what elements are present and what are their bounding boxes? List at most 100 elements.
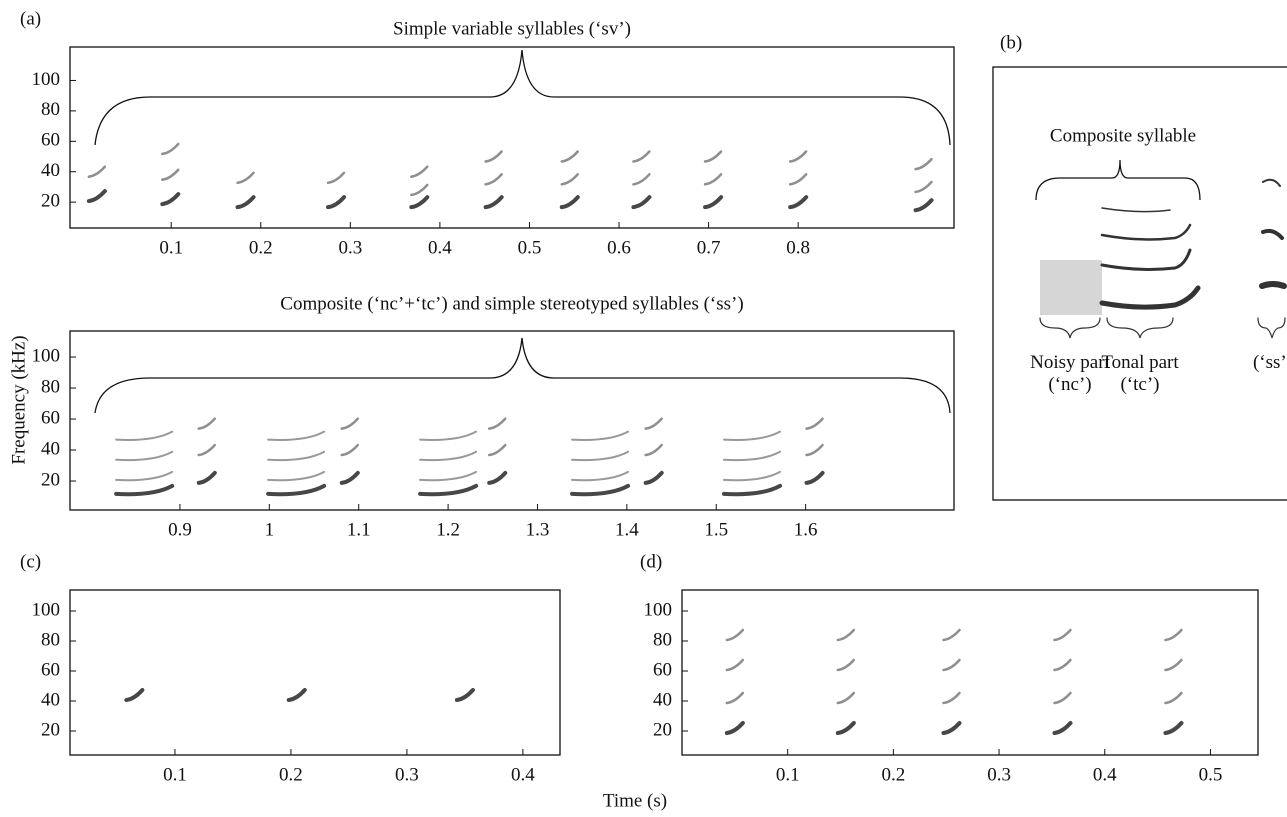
syllable-harmonic	[941, 721, 962, 735]
x-tick-label: 1.2	[436, 519, 460, 540]
syllable-harmonic	[643, 470, 664, 485]
composite-harmonic	[114, 483, 175, 497]
syllable-harmonic	[161, 142, 180, 156]
syllable-harmonic	[804, 470, 825, 485]
syllable-harmonic	[340, 417, 360, 430]
syllable-harmonic	[914, 157, 933, 171]
syllable-harmonic	[483, 195, 504, 210]
x-tick-label: 0.3	[395, 764, 419, 785]
composite-illustration	[1039, 178, 1287, 339]
y-tick-label: 60	[41, 407, 60, 428]
x-tick-label: 1.5	[704, 519, 728, 540]
x-tick-label: 0.1	[776, 764, 800, 785]
composite-harmonic	[571, 450, 630, 462]
panel-label: (b)	[1000, 32, 1022, 53]
syllable-harmonic	[913, 198, 934, 213]
x-tick-label: 0.7	[697, 237, 721, 258]
syllable-harmonic	[454, 688, 475, 702]
composite-harmonic	[115, 450, 174, 462]
x-tick-label: 0.4	[511, 764, 535, 785]
syllable-harmonic	[942, 658, 961, 672]
syllable-harmonic	[1053, 628, 1072, 642]
panel-label: (c)	[20, 551, 41, 572]
syllable-harmonic	[409, 195, 430, 210]
plot-frame	[69, 589, 561, 756]
syllable-harmonic	[87, 165, 107, 178]
composite-harmonic	[419, 470, 478, 482]
x-tick-label: 0.8	[786, 237, 810, 258]
y-tick-label: 20	[41, 469, 60, 490]
x-tick-label: 0.1	[159, 237, 183, 258]
composite-harmonic	[419, 430, 478, 441]
y-tick-label: 100	[32, 69, 61, 90]
syllable-harmonic	[1164, 658, 1183, 672]
panel-label: (a)	[20, 8, 41, 29]
plot-frame	[69, 330, 955, 511]
composite-harmonic	[419, 450, 478, 462]
y-tick-label: 40	[653, 689, 672, 710]
syllable-harmonic	[326, 171, 346, 185]
composite-harmonic	[570, 483, 631, 497]
syllable-harmonic	[236, 171, 255, 185]
syllable-harmonic	[725, 658, 745, 672]
syllable-harmonic	[160, 192, 181, 207]
y-tick-label: 20	[41, 719, 60, 740]
syllable-harmonic	[703, 173, 723, 186]
syllable-harmonic	[788, 195, 809, 210]
syllable-harmonic	[286, 688, 307, 702]
syllable-harmonic	[196, 470, 217, 485]
syllable-harmonic	[942, 628, 961, 642]
syllable-harmonic	[835, 721, 856, 735]
composite-harmonic	[721, 483, 782, 497]
syllable-harmonic	[560, 150, 580, 163]
y-tick-label: 80	[41, 629, 60, 650]
syllable-harmonic	[724, 721, 745, 735]
syllable-harmonic	[644, 417, 663, 430]
syllable-harmonic	[410, 165, 429, 178]
syllable-harmonic	[1164, 628, 1183, 642]
plot-frame	[69, 46, 955, 229]
x-tick-label: 0.2	[279, 764, 303, 785]
panel-title: Composite syllable	[1050, 125, 1196, 146]
composite-harmonic	[267, 450, 326, 462]
syllable-harmonic	[560, 173, 580, 186]
syllable-harmonic	[631, 195, 652, 210]
syllable-harmonic	[805, 417, 824, 430]
panel-label: (d)	[640, 551, 662, 572]
part-label: (‘ss’)	[1252, 352, 1287, 373]
y-tick-label: 100	[32, 599, 61, 620]
syllable-harmonic	[124, 688, 145, 702]
composite-harmonic	[115, 470, 174, 482]
syllable-harmonic	[725, 691, 745, 705]
syllable-harmonic	[559, 195, 580, 210]
y-tick-label: 20	[653, 719, 672, 740]
x-tick-label: 0.1	[163, 764, 187, 785]
y-tick-label: 40	[41, 689, 60, 710]
syllable-harmonic	[197, 443, 217, 457]
syllable-harmonic	[836, 658, 856, 672]
syllable-harmonic	[235, 195, 256, 210]
syllable-harmonic	[1163, 721, 1184, 735]
syllable-harmonic	[488, 417, 507, 430]
composite-harmonic	[571, 470, 630, 482]
x-tick-label: 0.4	[428, 237, 452, 258]
composite-harmonic	[266, 483, 327, 497]
syllable-harmonic	[805, 443, 824, 457]
brace	[94, 49, 951, 146]
syllable-harmonic	[632, 150, 651, 163]
syllable-harmonic	[161, 168, 180, 182]
syllable-harmonic	[484, 150, 503, 163]
x-tick-label: 1.3	[526, 519, 550, 540]
syllable-harmonic	[703, 150, 723, 163]
panel-title: Simple variable syllables (‘sv’)	[393, 18, 631, 39]
composite-harmonic	[267, 430, 326, 441]
y-tick-label: 60	[653, 659, 672, 680]
syllable-harmonic	[339, 470, 360, 485]
x-tick-label: 1.1	[347, 519, 371, 540]
syllable-harmonic	[725, 628, 745, 642]
syllable-harmonic	[914, 180, 933, 194]
syllable-harmonic	[644, 443, 663, 457]
syllable-harmonic	[488, 443, 507, 457]
